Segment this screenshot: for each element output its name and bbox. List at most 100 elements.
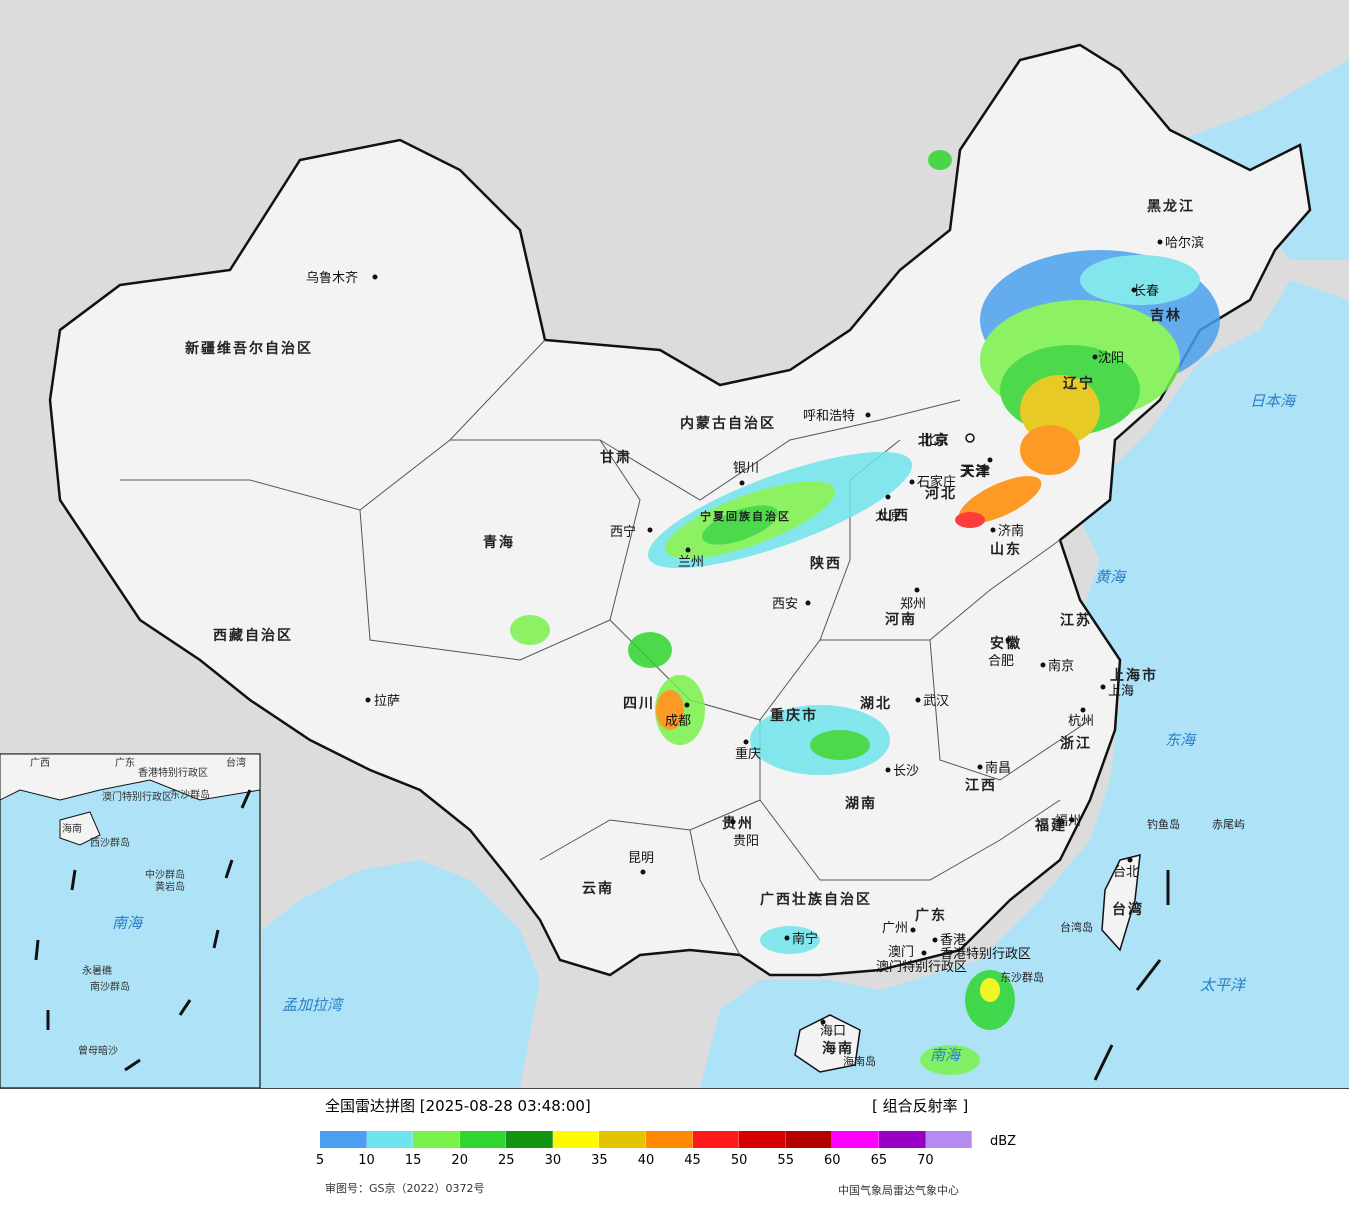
china-land	[48, 43, 1312, 977]
city-label: 兰州	[678, 555, 704, 570]
region-label: 海南	[822, 1040, 854, 1057]
sea-labels: 日本海 黄海 东海 太平洋 南海 孟加拉湾	[282, 392, 1297, 1064]
boundary-dashes	[1093, 870, 1170, 1081]
city-label: 拉萨	[374, 694, 400, 709]
city-label: 上海	[1108, 684, 1134, 699]
inset-label: 东沙群岛	[170, 788, 210, 801]
city-label: 济南	[998, 523, 1024, 539]
sea-label: 东海	[1165, 731, 1197, 749]
color-scale-cell	[785, 1131, 833, 1148]
region-label: 江苏	[1060, 612, 1092, 629]
color-scale-cell	[739, 1131, 786, 1148]
city-label: 杭州	[1068, 714, 1094, 729]
island-label: 东沙群岛	[1000, 970, 1044, 984]
color-scale-tick: 65	[870, 1153, 888, 1168]
color-scale-cell	[878, 1131, 926, 1148]
color-scale-cell	[506, 1131, 553, 1148]
region-label: 湖北	[860, 696, 892, 712]
city-label: 长沙	[893, 764, 919, 779]
color-scale-tick: 70	[917, 1153, 934, 1168]
city-label: 贵阳	[733, 834, 759, 849]
city-label: 乌鲁木齐	[306, 270, 358, 286]
region-label: 上海市	[1110, 667, 1158, 684]
city-label: 呼和浩特	[803, 409, 855, 424]
color-scale-cell	[925, 1131, 973, 1148]
region-label: 江西	[965, 777, 997, 794]
color-scale-tick: 10	[358, 1153, 375, 1168]
region-label: 宁夏回族自治区	[700, 509, 791, 523]
inset-label: 香港特别行政区	[138, 766, 208, 779]
region-label: 贵州	[722, 815, 754, 832]
region-label: 西藏自治区	[213, 627, 293, 644]
city-label: 台北	[1113, 865, 1139, 880]
region-label: 河南	[885, 611, 917, 628]
color-scale-tick: 15	[404, 1153, 422, 1168]
color-scale-cell	[459, 1131, 507, 1148]
inset-label: 台湾	[226, 756, 246, 769]
inset-label: 黄岩岛	[155, 880, 185, 893]
region-label: 甘肃	[600, 449, 632, 466]
color-scale-cell	[832, 1131, 879, 1148]
inset-label: 澳门特别行政区	[102, 790, 172, 803]
sea-label: 南海	[930, 1046, 962, 1064]
city-label: 广州	[882, 921, 908, 936]
city-label: 石家庄	[917, 474, 956, 490]
color-scale-tick: 35	[591, 1153, 608, 1168]
color-scale-cell	[599, 1131, 647, 1148]
city-label: 武汉	[923, 694, 949, 709]
approval-number: 审图号：GS京（2022）0372号	[325, 1182, 485, 1195]
region-label: 黑龙江	[1147, 198, 1195, 215]
region-label: 四川	[623, 696, 655, 712]
city-label: 福州	[1055, 814, 1081, 829]
region-label: 辽宁	[1063, 375, 1095, 392]
radar-mosaic-map[interactable]: 新疆维吾尔自治区 西藏自治区 青海 甘肃 内蒙古自治区 黑龙江 吉林 辽宁 河北…	[0, 0, 1349, 1088]
city-label: 南昌	[985, 760, 1011, 776]
city-label: 银川	[733, 461, 759, 476]
city-label: 长春	[1133, 284, 1159, 299]
region-label: 陕西	[810, 555, 842, 572]
color-scale-tick: 30	[544, 1153, 562, 1168]
radar-map-panel[interactable]: 新疆维吾尔自治区 西藏自治区 青海 甘肃 内蒙古自治区 黑龙江 吉林 辽宁 河北…	[0, 0, 1349, 1089]
color-scale-tick: 60	[824, 1153, 841, 1168]
south-china-sea-inset: 海南 广东 广西 香港特别行政区 澳门特别行政区 台湾 东沙群岛 中沙群岛 西沙…	[0, 753, 261, 1088]
city-label: 天津	[962, 465, 988, 480]
region-label: 河北	[925, 485, 957, 502]
color-scale-tick: 55	[777, 1153, 794, 1168]
legend-title: 全国雷达拼图 [2025-08-28 03:48:00]	[325, 1097, 591, 1115]
color-scale-cell	[320, 1131, 367, 1148]
color-scale-tick: 20	[451, 1153, 468, 1168]
color-scale-tick: 25	[498, 1153, 515, 1168]
region-label: 湖南	[845, 795, 877, 812]
color-scale-cell	[692, 1131, 740, 1148]
hainan-island	[794, 1014, 861, 1073]
region-label: 安徽	[990, 635, 1022, 652]
sea-label: 黄海	[1095, 568, 1127, 586]
city-label: 哈尔滨	[1165, 235, 1204, 251]
inset-label: 广西	[30, 757, 50, 769]
city-label: 西宁	[610, 524, 636, 540]
region-label: 台湾	[1112, 901, 1144, 918]
region-label: 新疆维吾尔自治区	[185, 340, 313, 357]
unit-label: dBZ	[990, 1134, 1017, 1149]
sea-label: 孟加拉湾	[282, 996, 345, 1014]
color-scale-bar	[320, 1131, 973, 1148]
city-label: 合肥	[988, 654, 1014, 669]
region-label: 北京	[918, 432, 950, 449]
city-label: 昆明	[628, 851, 654, 866]
inset-label: 南海	[112, 914, 144, 932]
sar-label: 香港特别行政区	[940, 947, 1031, 962]
color-scale-ticks: 5 10 15 20 25 30 35 40 45 50 55 60 65 70	[300, 1153, 980, 1171]
city-label: 太原	[875, 509, 901, 524]
region-label: 浙江	[1060, 735, 1092, 752]
region-label: 内蒙古自治区	[680, 415, 776, 432]
island-label: 钓鱼岛	[1147, 817, 1180, 831]
region-label: 广西壮族自治区	[760, 891, 872, 908]
region-label: 广东	[915, 907, 947, 924]
inset-label: 永暑礁	[82, 964, 112, 977]
city-label: 成都	[665, 714, 691, 729]
region-label: 山东	[990, 541, 1022, 558]
color-scale-cell	[413, 1131, 460, 1148]
region-label: 重庆市	[770, 707, 818, 724]
sea-label: 日本海	[1250, 392, 1297, 410]
region-labels: 新疆维吾尔自治区 西藏自治区 青海 甘肃 内蒙古自治区 黑龙江 吉林 辽宁 河北…	[185, 198, 1195, 1057]
